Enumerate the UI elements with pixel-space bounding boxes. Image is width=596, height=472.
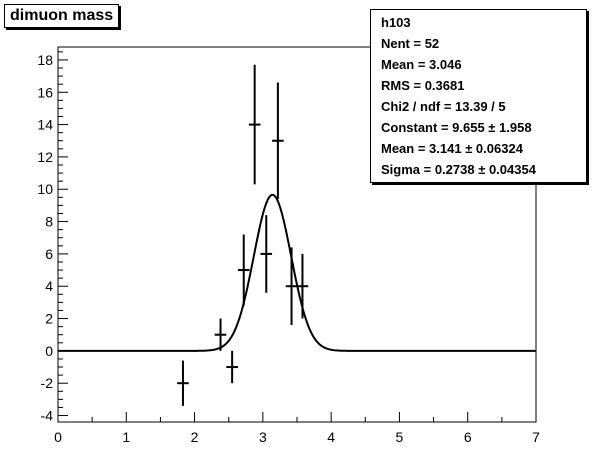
- stats-name: h103: [381, 15, 411, 30]
- chart-title: dimuon mass: [4, 4, 120, 28]
- stats-rms: RMS = 0.3681: [381, 78, 465, 93]
- x-tick-label: 5: [396, 429, 404, 445]
- x-tick-label: 1: [122, 429, 130, 445]
- y-tick-label: 0: [45, 343, 53, 359]
- x-tick-label: 6: [464, 429, 472, 445]
- y-tick-label: 16: [37, 84, 53, 100]
- points-group: [177, 64, 309, 406]
- stats-chi2: Chi2 / ndf = 13.39 / 5: [381, 99, 506, 114]
- stats-mean: Mean = 3.046: [381, 57, 462, 72]
- stats-sigma: Sigma = 0.2738 ± 0.04354: [381, 162, 536, 177]
- y-tick-label: 14: [37, 117, 53, 133]
- x-tick-label: 3: [259, 429, 267, 445]
- y-tick-label: 8: [45, 214, 53, 230]
- x-tick-label: 4: [327, 429, 335, 445]
- fit-group: [58, 193, 536, 352]
- stats-entries: Nent = 52: [381, 36, 440, 51]
- y-tick-label: 4: [45, 278, 53, 294]
- y-tick-label: -4: [41, 408, 54, 424]
- stats-box: h103 Nent = 52 Mean = 3.046 RMS = 0.3681…: [370, 9, 587, 183]
- stats-constant: Constant = 9.655 ± 1.958: [381, 120, 532, 135]
- x-tick-label: 7: [532, 429, 540, 445]
- x-tick-label: 2: [191, 429, 199, 445]
- y-tick-label: 18: [37, 52, 53, 68]
- y-tick-label: 6: [45, 246, 53, 262]
- gaussian-fit-curve: [58, 193, 536, 352]
- y-tick-label: -2: [41, 375, 54, 391]
- y-tick-label: 2: [45, 311, 53, 327]
- x-tick-label: 0: [54, 429, 62, 445]
- y-tick-label: 10: [37, 181, 53, 197]
- y-tick-label: 12: [37, 149, 53, 165]
- stats-fit-mean: Mean = 3.141 ± 0.06324: [381, 141, 523, 156]
